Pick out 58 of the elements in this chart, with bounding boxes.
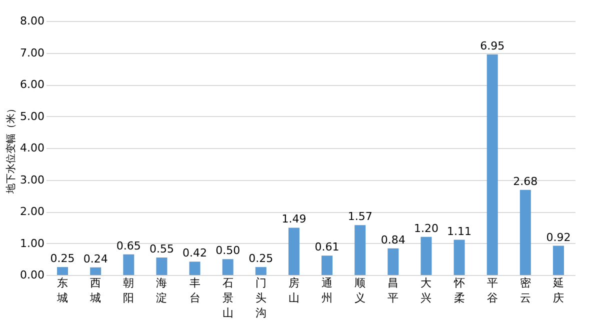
- y-tick-label: 0.00: [20, 268, 44, 282]
- data-label: 0.61: [314, 240, 340, 254]
- data-label: 0.84: [380, 233, 406, 246]
- data-label: 0.92: [546, 230, 571, 244]
- x-tick-label: 延庆: [552, 276, 564, 304]
- x-tick-label: 东城: [56, 276, 68, 304]
- bar: [156, 258, 168, 275]
- x-tick-label: 海淀: [156, 276, 168, 304]
- data-label: 0.65: [116, 239, 141, 252]
- y-axis-title: 地下水位变幅（米）: [5, 104, 18, 194]
- x-tick-label: 顺义: [354, 276, 366, 304]
- x-tick-label: 西城: [89, 276, 102, 304]
- bar: [90, 267, 102, 275]
- data-label: 1.57: [348, 210, 372, 224]
- data-label: 0.25: [248, 252, 274, 266]
- bar: [322, 256, 333, 275]
- y-tick-label: 2.00: [20, 205, 44, 218]
- bar: [486, 54, 498, 275]
- bar: [255, 267, 266, 275]
- bar: [388, 248, 399, 275]
- x-tick-label: 通州: [322, 276, 333, 304]
- y-tick-label: 4.00: [20, 142, 44, 154]
- x-tick-label: 密云: [520, 276, 531, 304]
- bar: [288, 228, 300, 275]
- data-label: 0.50: [216, 244, 240, 258]
- bar: [520, 190, 531, 275]
- data-label: 0.25: [50, 252, 75, 266]
- x-tick-label: 门头沟: [255, 276, 266, 320]
- bar: [454, 240, 465, 275]
- bar: [123, 254, 134, 275]
- bar: [189, 262, 200, 275]
- data-label: 2.68: [513, 174, 538, 188]
- data-label: 6.95: [480, 39, 505, 52]
- x-tick-label: 昌平: [388, 276, 399, 304]
- x-tick-label: 平谷: [486, 276, 498, 304]
- x-tick-label: 石景山: [222, 276, 234, 320]
- bar: [420, 236, 432, 275]
- x-tick-label: 朝阳: [123, 276, 134, 304]
- y-tick-label: 7.00: [20, 46, 44, 60]
- y-tick-label: 1.00: [20, 236, 44, 250]
- data-label: 1.20: [414, 222, 438, 235]
- data-label: 1.11: [447, 224, 472, 238]
- bar: [552, 246, 564, 275]
- x-tick-label: 大兴: [420, 276, 432, 304]
- data-label: 1.49: [282, 212, 306, 226]
- x-tick-label: 房山: [288, 276, 300, 304]
- y-tick-label: 5.00: [20, 110, 44, 123]
- y-tick-label: 3.00: [20, 173, 44, 186]
- data-label: 0.24: [83, 252, 108, 266]
- bar: [57, 267, 68, 275]
- x-tick-label: 怀柔: [452, 276, 465, 304]
- bar: [354, 225, 366, 275]
- data-label: 0.55: [149, 242, 174, 256]
- data-label: 0.42: [182, 246, 208, 260]
- x-tick-label: 丰台: [189, 276, 200, 304]
- y-tick-label: 8.00: [20, 14, 44, 28]
- bar: [222, 259, 234, 275]
- y-tick-label: 6.00: [20, 78, 44, 91]
